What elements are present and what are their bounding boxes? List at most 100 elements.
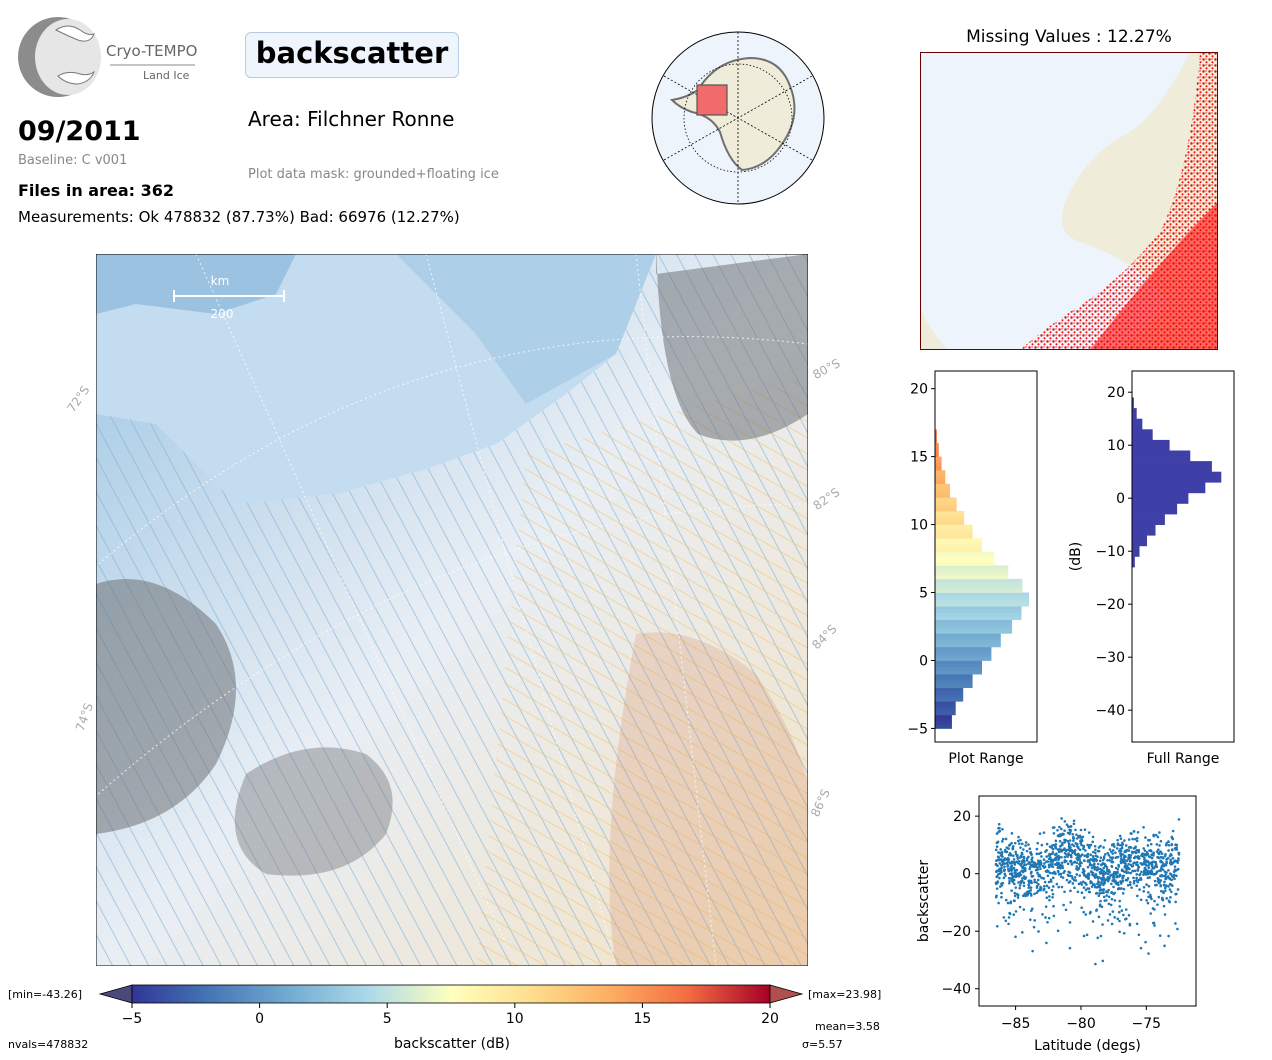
scatter-point <box>1060 844 1063 847</box>
scatter-point <box>1015 868 1019 872</box>
histogram-bar <box>935 568 1009 573</box>
scatter-point <box>1147 891 1150 894</box>
histogram-bar <box>1132 524 1156 536</box>
scatter-point <box>1056 828 1059 832</box>
scatter-point <box>1168 861 1172 865</box>
scatter-point <box>1106 919 1110 922</box>
scatter-point <box>1036 889 1040 893</box>
scatter-point <box>1131 851 1134 855</box>
scatter-point <box>1116 887 1120 891</box>
scatter-point <box>1132 879 1136 883</box>
scatter-point <box>1080 861 1083 865</box>
scatter-point <box>1159 839 1163 843</box>
colorbar-gradient <box>131 984 771 1004</box>
scatter-point <box>1056 865 1060 869</box>
scatter-point <box>1168 872 1172 875</box>
scatter-point <box>1096 862 1100 866</box>
scatter-point <box>1137 933 1141 937</box>
scatter-point <box>1022 881 1026 885</box>
histogram-bar <box>935 572 1009 576</box>
scatter-point <box>1066 840 1070 843</box>
y-tick-label: −20 <box>1095 597 1125 613</box>
scatter-point <box>1118 834 1122 838</box>
histogram-bar <box>935 646 992 651</box>
histogram-bar <box>935 504 957 508</box>
scatter-point <box>1100 888 1104 892</box>
scatter-point <box>1004 837 1008 841</box>
scatter-point <box>1141 852 1144 855</box>
scatter-point <box>1052 831 1056 835</box>
scatter-point <box>1065 878 1069 882</box>
scatter-point <box>1009 853 1013 857</box>
histogram-bar <box>1132 503 1178 515</box>
scatter-point <box>1097 894 1101 898</box>
scatter-point <box>1039 859 1042 863</box>
scatter-point <box>1040 843 1044 847</box>
scatter-point <box>1135 863 1138 866</box>
scatter-point <box>1130 886 1133 889</box>
scatter-point <box>1061 864 1064 867</box>
scatter-point <box>1000 891 1003 895</box>
histogram-bar <box>935 531 973 536</box>
scatter-point <box>1107 888 1110 892</box>
scatter-point <box>1018 884 1022 887</box>
scatter-point <box>1065 848 1068 852</box>
scatter-point <box>1084 913 1088 916</box>
histogram-bar <box>935 527 973 532</box>
scatter-point <box>1157 856 1161 860</box>
scatter-point <box>1122 874 1125 878</box>
scatter-point <box>1160 897 1164 901</box>
histogram-bar <box>935 473 946 478</box>
scatter-point <box>1110 897 1114 901</box>
scatter-point <box>997 901 1000 905</box>
histogram-bar <box>935 483 951 488</box>
scatter-point <box>1176 888 1180 891</box>
scatter-point <box>1104 853 1107 856</box>
scatter-point <box>1046 874 1050 878</box>
scatter-point <box>1015 892 1019 896</box>
scatter-point <box>1112 885 1115 889</box>
scatter-point <box>1101 923 1104 926</box>
scatter-point <box>1071 877 1074 880</box>
scatter-point <box>1109 856 1112 859</box>
scatter-point <box>1145 860 1149 864</box>
scatter-point <box>1090 866 1094 870</box>
scatter-point <box>1057 863 1061 866</box>
scatter-point <box>1012 878 1016 882</box>
histogram-bar <box>935 619 1013 624</box>
scatter-point <box>1016 857 1020 860</box>
x-tick-label: −85 <box>1001 1016 1031 1032</box>
scatter-point <box>1132 830 1136 833</box>
scatter-point <box>1162 904 1166 908</box>
scatter-point <box>1091 854 1095 858</box>
scatter-point <box>1170 842 1174 846</box>
scatter-point <box>1036 866 1039 869</box>
scatter-point <box>1069 901 1073 904</box>
scatter-point <box>1154 883 1157 887</box>
scatter-point <box>1064 908 1068 912</box>
scatter-point <box>1016 872 1020 875</box>
scatter-point <box>1156 876 1160 880</box>
scatter-point <box>1072 839 1075 842</box>
scatter-point <box>1048 898 1051 902</box>
scatter-point <box>1093 868 1096 871</box>
scatter-point <box>1025 859 1029 862</box>
histogram-bar <box>935 657 992 661</box>
scatter-point <box>1097 915 1101 919</box>
scatter-point <box>1069 855 1073 859</box>
scatter-point <box>1022 856 1026 860</box>
scatter-point <box>1122 931 1126 935</box>
scatter-point <box>1173 877 1176 881</box>
histogram-bar <box>935 534 973 539</box>
scatter-point <box>1168 882 1172 886</box>
scatter-point <box>999 848 1003 851</box>
scatter-point <box>1023 877 1027 881</box>
scatter-point <box>1051 847 1055 851</box>
scatter-point <box>1013 841 1017 845</box>
scatter-point <box>1042 858 1046 861</box>
scatter-point <box>1116 842 1120 845</box>
scatter-point <box>1127 854 1131 857</box>
scatter-point <box>1120 858 1123 862</box>
histogram-bar <box>935 606 1022 610</box>
y-tick-label: −20 <box>941 924 971 940</box>
